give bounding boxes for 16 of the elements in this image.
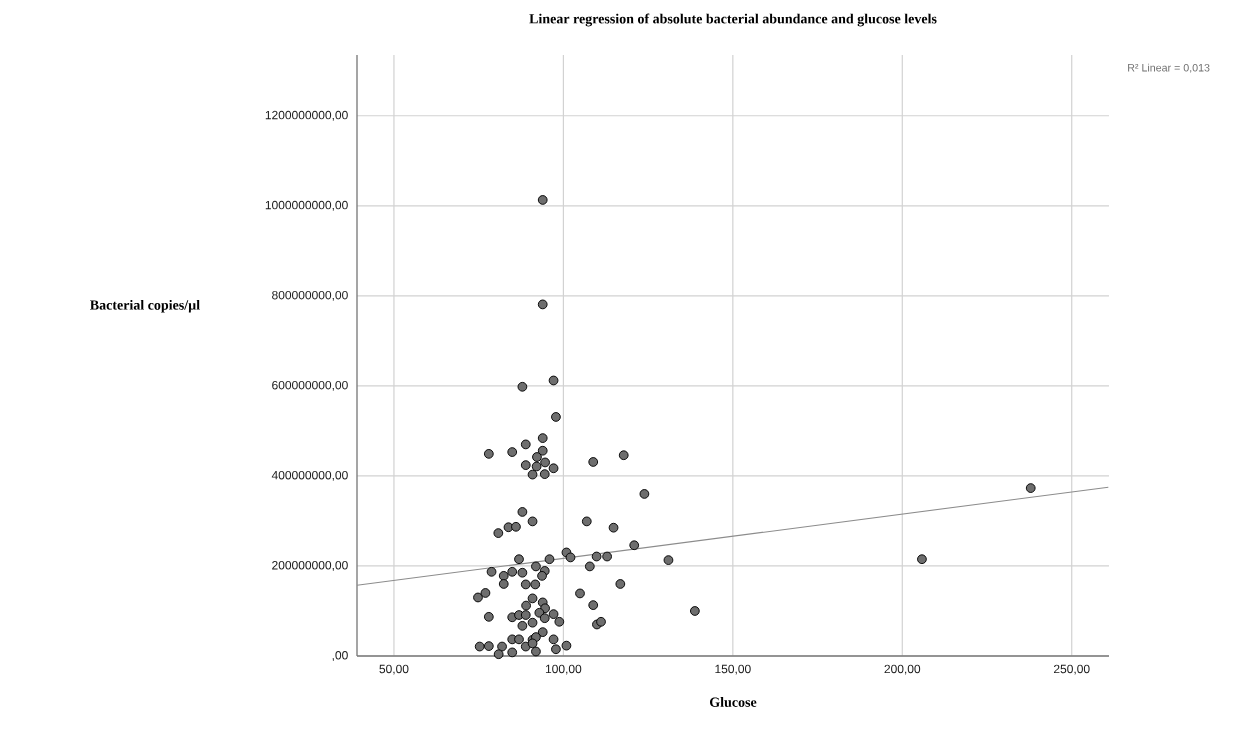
y-tick-label: 400000000,00	[271, 470, 348, 481]
y-tick-label: 200000000,00	[272, 561, 348, 571]
y-tick-label: 1200000000,00	[265, 110, 348, 121]
y-axis-title: Bacterial copies/µl	[90, 299, 200, 313]
y-tick-label: 1000000000,00	[265, 200, 348, 211]
x-tick-label: 150,00	[715, 664, 751, 675]
x-tick-label: 250,00	[1053, 664, 1090, 675]
x-tick-label: 50,00	[379, 664, 409, 675]
x-tick-label: 200,00	[884, 664, 921, 675]
y-tick-label: 600000000,00	[272, 380, 348, 391]
y-tick-label: ,00	[332, 651, 348, 661]
x-axis-title: Glucose	[709, 697, 757, 707]
y-tick-label: 800000000,00	[272, 290, 348, 301]
text: R² Linear = 0,013	[1128, 63, 1210, 73]
chart-title: Linear regression of absolute bacterial abundance and glucose levels	[529, 13, 937, 27]
x-tick-label: 100,00	[545, 664, 582, 675]
